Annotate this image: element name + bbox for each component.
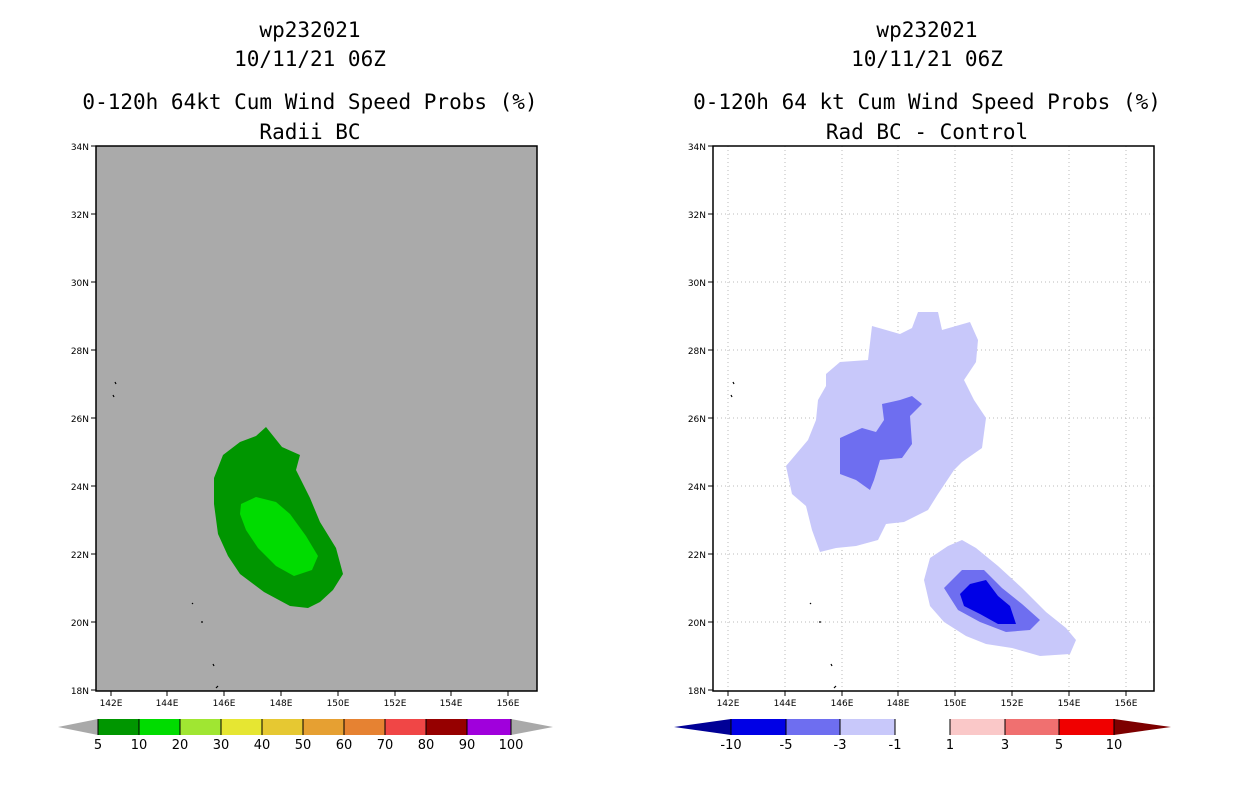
left-map-background xyxy=(96,146,537,691)
right-lon-label: 154E xyxy=(1058,699,1081,709)
right-colorbar-label: 3 xyxy=(1001,738,1009,753)
right-lat-label: 26N xyxy=(688,415,706,425)
left-lat-label: 32N xyxy=(71,211,89,221)
right-title-date: 10/11/21 06Z xyxy=(851,47,1003,71)
left-lon-label: 152E xyxy=(384,699,407,709)
left-colorbar-swatch xyxy=(98,719,139,735)
left-colorbar-swatch xyxy=(426,719,467,735)
left-colorbar-label: 60 xyxy=(336,738,353,753)
right-colorbar-swatch xyxy=(1059,719,1114,735)
right-lon-label: 146E xyxy=(831,699,854,709)
left-colorbar-swatch xyxy=(180,719,221,735)
left-lat-label: 22N xyxy=(71,551,89,561)
left-lon-label: 146E xyxy=(213,699,236,709)
right-colorbar-under-arrow xyxy=(674,719,731,735)
right-lat-label: 32N xyxy=(688,211,706,221)
right-lon-label: 148E xyxy=(887,699,910,709)
left-colorbar-label: 50 xyxy=(295,738,312,753)
left-colorbar-label: 70 xyxy=(377,738,394,753)
left-lon-label: 142E xyxy=(100,699,123,709)
left-colorbar-under-arrow xyxy=(58,719,98,735)
left-colorbar-label: 5 xyxy=(94,738,102,753)
right-title-subtitle: Rad BC - Control xyxy=(825,120,1029,144)
left-lon-label: 150E xyxy=(327,699,350,709)
right-lat-label: 22N xyxy=(688,551,706,561)
left-lon-label: 144E xyxy=(156,699,179,709)
right-colorbar-label: 5 xyxy=(1055,738,1063,753)
left-title-subtitle: Radii BC xyxy=(259,120,361,144)
right-lon-label: 152E xyxy=(1001,699,1024,709)
left-lat-label: 20N xyxy=(71,619,89,629)
left-colorbar: 5 10 20 30 40 50 60 70 80 90 100 xyxy=(58,719,553,753)
right-colorbar-label: -3 xyxy=(834,738,847,753)
left-islands xyxy=(112,381,219,689)
right-lat-label: 30N xyxy=(688,279,706,289)
right-diff-contour-north-inner xyxy=(840,396,922,490)
left-colorbar-over-arrow xyxy=(511,719,553,735)
right-lon-label: 142E xyxy=(717,699,740,709)
left-colorbar-label: 90 xyxy=(459,738,476,753)
right-islands xyxy=(730,381,837,689)
left-colorbar-swatch xyxy=(221,719,262,735)
left-colorbar-label: 80 xyxy=(418,738,435,753)
right-colorbar-label: -10 xyxy=(720,738,741,753)
right-diff-contour-south-inner xyxy=(960,580,1016,624)
right-colorbar-label: -1 xyxy=(889,738,902,753)
left-colorbar-label: 30 xyxy=(213,738,230,753)
left-map: 34N 32N 30N 28N 26N 24N 22N 20N 18N 142E… xyxy=(71,143,538,709)
left-colorbar-swatch xyxy=(385,719,426,735)
right-lon-label: 144E xyxy=(774,699,797,709)
right-title-storm: wp232021 xyxy=(876,18,978,42)
right-colorbar-swatch xyxy=(895,719,950,735)
left-colorbar-label: 10 xyxy=(131,738,148,753)
left-lat-label: 18N xyxy=(71,687,89,697)
right-lat-label: 34N xyxy=(688,143,706,153)
left-lat-label: 26N xyxy=(71,415,89,425)
right-colorbar: -10 -5 -3 -1 1 3 5 10 xyxy=(674,719,1171,753)
right-lat-label: 18N xyxy=(688,687,706,697)
right-colorbar-swatch xyxy=(786,719,840,735)
left-lat-label: 30N xyxy=(71,279,89,289)
right-colorbar-swatch xyxy=(950,719,1005,735)
left-colorbar-swatch xyxy=(139,719,180,735)
right-colorbar-label: 1 xyxy=(946,738,954,753)
left-colorbar-swatch xyxy=(467,719,511,735)
left-title-date: 10/11/21 06Z xyxy=(234,47,386,71)
left-colorbar-label: 20 xyxy=(172,738,189,753)
left-colorbar-swatch xyxy=(262,719,303,735)
right-lat-label: 20N xyxy=(688,619,706,629)
right-colorbar-swatch xyxy=(840,719,895,735)
right-lon-label: 150E xyxy=(944,699,967,709)
left-lon-label: 154E xyxy=(440,699,463,709)
right-colorbar-label: 10 xyxy=(1106,738,1123,753)
left-lon-label: 156E xyxy=(497,699,520,709)
right-colorbar-over-arrow xyxy=(1114,719,1171,735)
left-colorbar-swatch xyxy=(303,719,344,735)
right-title-product: 0-120h 64 kt Cum Wind Speed Probs (%) xyxy=(693,90,1161,114)
left-prob-contour-10-20 xyxy=(240,497,318,576)
right-lat-label: 28N xyxy=(688,347,706,357)
left-lat-label: 28N xyxy=(71,347,89,357)
left-lat-label: 34N xyxy=(71,143,89,153)
left-title-storm: wp232021 xyxy=(259,18,361,42)
left-colorbar-label: 40 xyxy=(254,738,271,753)
right-colorbar-label: -5 xyxy=(780,738,793,753)
left-lat-label: 24N xyxy=(71,483,89,493)
left-colorbar-swatch xyxy=(344,719,385,735)
left-title-product: 0-120h 64kt Cum Wind Speed Probs (%) xyxy=(82,90,538,114)
right-lat-label: 24N xyxy=(688,483,706,493)
right-colorbar-swatch xyxy=(1005,719,1059,735)
left-lon-label: 148E xyxy=(270,699,293,709)
right-map: 34N 32N 30N 28N 26N 24N 22N 20N 18N 142E… xyxy=(688,143,1155,709)
left-colorbar-label: 100 xyxy=(499,738,524,753)
right-lon-label: 156E xyxy=(1115,699,1138,709)
right-colorbar-swatch xyxy=(731,719,786,735)
